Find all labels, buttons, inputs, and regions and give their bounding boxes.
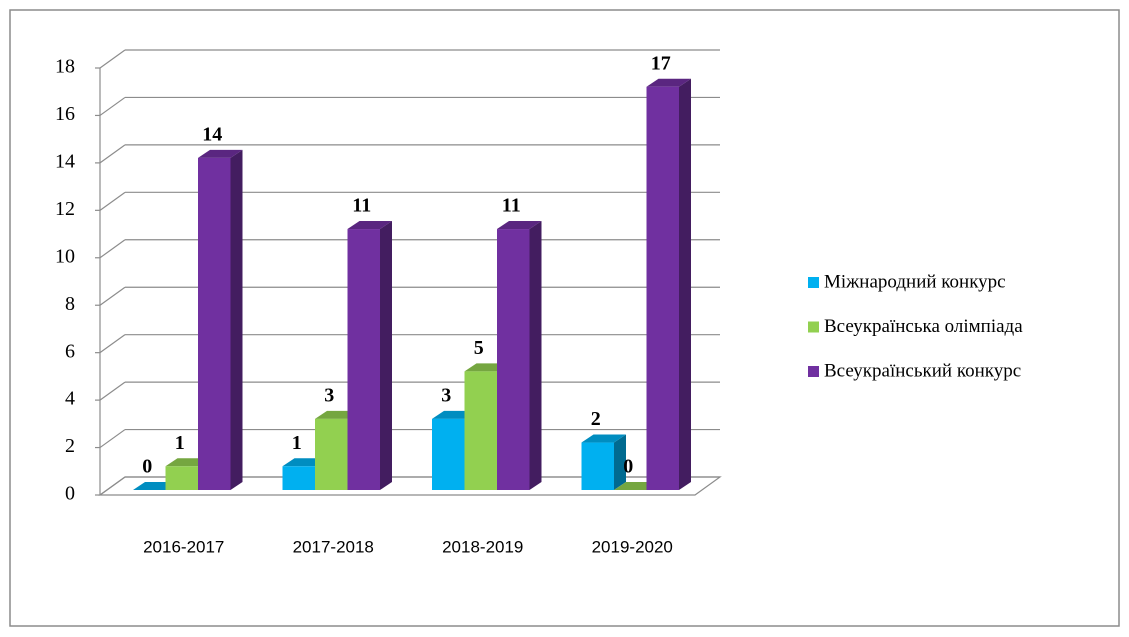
value-label: 1 xyxy=(292,432,302,454)
bar-front xyxy=(646,86,679,490)
value-label: 11 xyxy=(352,195,371,217)
y-tick-label: 16 xyxy=(55,103,75,125)
y-tick-label: 0 xyxy=(65,483,75,505)
bar-top xyxy=(198,149,243,158)
legend-label: Міжнародний конкурс xyxy=(824,271,1006,292)
bar-side xyxy=(380,221,392,491)
legend-label: Всеукраїнська олімпіада xyxy=(824,316,1023,337)
grid-line xyxy=(99,334,126,354)
bar-front xyxy=(198,157,231,490)
bar xyxy=(581,434,626,490)
value-label: 2 xyxy=(591,408,601,430)
bar xyxy=(347,221,392,491)
legend-swatch xyxy=(808,277,819,288)
bar-top xyxy=(581,434,626,443)
value-label: 3 xyxy=(441,384,451,406)
bar-side xyxy=(679,78,691,490)
bar-top xyxy=(497,221,542,230)
bar-side xyxy=(230,149,243,490)
grid-line xyxy=(99,239,126,259)
bar-side xyxy=(614,434,626,490)
y-tick-label: 18 xyxy=(55,56,75,78)
x-tick-label: 2019-2020 xyxy=(592,537,673,556)
bar-front xyxy=(165,466,198,490)
bar xyxy=(646,78,691,490)
bar-top xyxy=(646,78,691,87)
bar-front xyxy=(581,442,614,490)
y-tick-label: 12 xyxy=(55,198,75,220)
value-label: 1 xyxy=(175,432,185,454)
y-tick-label: 14 xyxy=(55,150,75,172)
value-label: 11 xyxy=(502,195,521,217)
grid-line xyxy=(99,144,126,164)
bar-front xyxy=(432,418,465,490)
legend-swatch xyxy=(808,321,819,333)
x-tick-label: 2018-2019 xyxy=(442,537,523,556)
legend-label: Всеукраїнський конкурс xyxy=(824,360,1021,381)
grid-line xyxy=(99,476,126,496)
x-tick-label: 2017-2018 xyxy=(293,537,374,556)
value-label: 14 xyxy=(202,123,222,145)
bar-side xyxy=(529,221,542,491)
bar xyxy=(198,149,243,490)
y-tick-label: 2 xyxy=(65,435,75,457)
bar-front xyxy=(315,418,348,490)
bar-front xyxy=(282,466,315,490)
grid-line xyxy=(99,381,126,401)
grid-line xyxy=(99,191,126,211)
y-tick-label: 10 xyxy=(55,245,75,267)
value-label: 3 xyxy=(324,384,334,406)
grid-line xyxy=(99,96,126,116)
grid-line xyxy=(99,49,126,69)
value-label: 0 xyxy=(142,456,152,478)
grid-line xyxy=(99,286,126,306)
value-label: 5 xyxy=(474,337,484,359)
bar-front xyxy=(497,229,530,491)
bar-front xyxy=(347,229,380,491)
chart-border xyxy=(9,9,1120,627)
bar-front xyxy=(464,371,497,490)
bar xyxy=(497,221,542,491)
y-tick-label: 8 xyxy=(65,293,75,315)
y-tick-label: 6 xyxy=(65,340,75,362)
value-label: 17 xyxy=(651,52,671,74)
x-tick-label: 2016-2017 xyxy=(143,537,224,556)
value-label: 0 xyxy=(623,456,633,478)
bar-top xyxy=(347,221,392,230)
y-tick-label: 4 xyxy=(65,388,75,410)
legend-swatch xyxy=(808,366,819,377)
grid-line xyxy=(99,429,126,449)
